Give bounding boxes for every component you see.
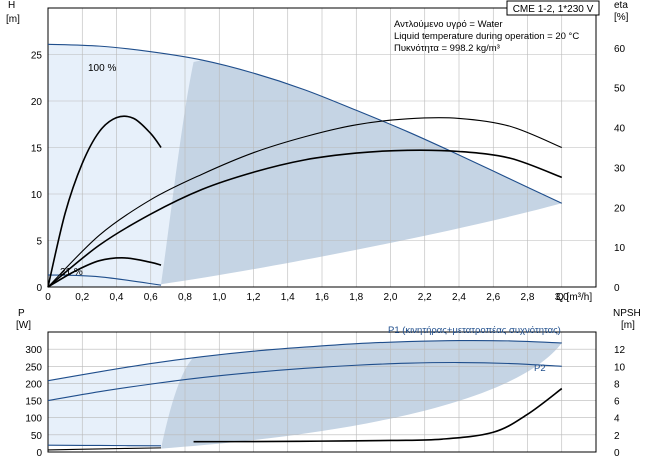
x-tick-label: 3,0	[555, 292, 569, 303]
power-y2-tick-label: 2	[614, 431, 620, 442]
x-tick-label: 1,6	[315, 292, 329, 303]
head-series-line-0	[47, 43, 562, 204]
x-tick-label: 2,2	[418, 292, 432, 303]
head-y-tick-label: 10	[31, 190, 43, 201]
head-y-tick-label: 20	[31, 97, 43, 108]
series-label-p1: P1 (κινητήρας+μετατροπέας συχνότητας)	[388, 325, 561, 336]
x-tick-label: 1,0	[212, 292, 226, 303]
y-axis-label-h: H	[8, 0, 15, 11]
y-axis-label-eta: eta	[614, 0, 628, 11]
y-axis-label-p: P	[18, 308, 25, 319]
head-y2-tick-label: 50	[614, 84, 626, 95]
x-tick-label: 0	[45, 292, 51, 303]
operating-region	[161, 60, 562, 285]
operating-region-power	[161, 340, 562, 449]
x-tick-label: 2,6	[486, 292, 500, 303]
x-tick-label: 1,2	[247, 292, 261, 303]
head-y2-tick-label: 30	[614, 163, 626, 174]
head-series-line-5	[47, 257, 162, 288]
plot-frame	[47, 7, 597, 288]
head-series	[47, 43, 563, 288]
power-y2-tick-label: 0	[614, 448, 620, 459]
head-series-line-2	[47, 149, 563, 288]
power-series-line-3	[47, 447, 162, 451]
bottom-grid	[47, 331, 597, 453]
y-axis-unit-h: [m]	[6, 14, 20, 25]
y-axis-unit-eta: [%]	[614, 12, 629, 23]
power-tick-labels: 0 50 100 150 200 250 300 0 2 4 6 8 10 12	[25, 345, 625, 459]
x-tick-label: 1,8	[349, 292, 363, 303]
head-y-tick-label: 5	[36, 237, 42, 248]
head-y-tick-label: 15	[31, 144, 43, 155]
head-tick-labels: 0 5 10 15 20 25 0 10 20 30 40 50 60 0 0,2 0,4 0,6 0,8 1,0 1…	[31, 44, 626, 303]
y-axis-unit-npsh: [m]	[621, 320, 635, 331]
head-y-tick-label: 25	[31, 51, 43, 62]
title-box	[506, 0, 600, 16]
series-label-p2: P2	[534, 363, 546, 374]
top-grid	[47, 7, 597, 288]
y-axis-unit-p: [W]	[16, 320, 31, 331]
x-tick-label: 2,0	[384, 292, 398, 303]
head-y2-tick-label: 10	[614, 243, 626, 254]
power-y-tick-label: 300	[25, 345, 42, 356]
x-tick-label: 1,4	[281, 292, 295, 303]
x-tick-label: 0,8	[178, 292, 192, 303]
head-y2-tick-label: 60	[614, 44, 626, 55]
power-y2-tick-label: 4	[614, 414, 620, 425]
power-y-tick-label: 200	[25, 379, 42, 390]
power-y-tick-label: 100	[25, 414, 42, 425]
x-tick-label: 2,4	[452, 292, 466, 303]
x-tick-label: 0,2	[75, 292, 89, 303]
low-flow-region	[48, 44, 203, 287]
low-flow-region-power	[48, 356, 203, 446]
power-series-line-4	[193, 387, 563, 443]
head-series-line-3	[47, 117, 562, 288]
y-axis-label-npsh: NPSH	[613, 308, 641, 319]
head-y2-tick-label: 0	[614, 283, 620, 294]
plot-frame	[47, 331, 597, 453]
x-tick-label: 2,8	[521, 292, 535, 303]
chart-title: CME 1-2, 1*230 V	[513, 4, 594, 15]
power-series-line-1	[47, 361, 562, 402]
annotation-text: Πυκνότητα = 998.2 kg/m³	[394, 43, 500, 54]
head-y2-tick-label: 40	[614, 124, 626, 135]
power-y-tick-label: 0	[36, 448, 42, 459]
power-series-line-0	[47, 339, 562, 382]
power-series	[47, 339, 563, 451]
power-y-tick-label: 50	[31, 431, 43, 442]
head-y-tick-label: 0	[36, 283, 42, 294]
x-axis-label: Q [m³/h]	[556, 292, 592, 303]
annotation-text: Αντλούμενο υγρό = Water	[394, 19, 503, 30]
head-series-line-4	[47, 115, 162, 288]
power-series-line-2	[47, 444, 162, 447]
power-y2-tick-label: 12	[614, 345, 626, 356]
power-y-tick-label: 150	[25, 397, 42, 408]
power-y2-tick-label: 8	[614, 379, 620, 390]
curve-label-100: 100 %	[88, 63, 116, 74]
power-y2-tick-label: 6	[614, 397, 620, 408]
power-y2-tick-label: 10	[614, 362, 626, 373]
curve-label-21: 21 %	[60, 267, 83, 278]
head-y2-tick-label: 20	[614, 203, 626, 214]
annotation-text: Liquid temperature during operation = 20…	[394, 31, 579, 42]
x-tick-label: 0,4	[110, 292, 124, 303]
x-tick-label: 0,6	[144, 292, 158, 303]
power-y-tick-label: 250	[25, 362, 42, 373]
